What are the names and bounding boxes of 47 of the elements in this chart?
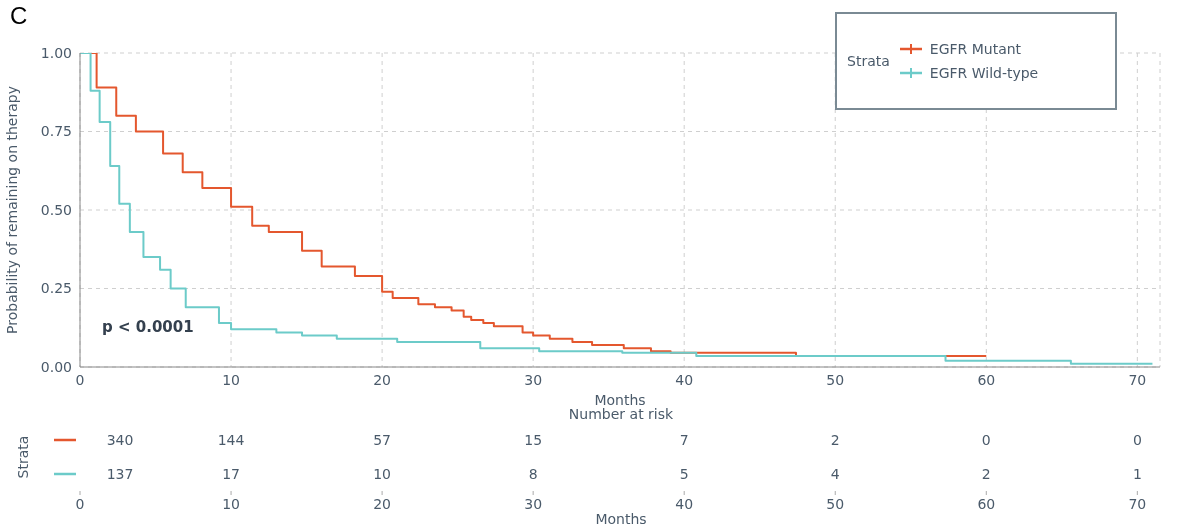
- y-tick-label: 1.00: [40, 44, 72, 61]
- data-label: 144: [217, 432, 245, 448]
- legend-label: EGFR Wild-type: [929, 65, 1039, 81]
- y-tick-label: 0.75: [40, 123, 72, 140]
- x-axis-title: Months: [594, 392, 646, 408]
- x-tick-label: 30: [524, 496, 543, 512]
- x-tick-label: 60: [977, 496, 996, 512]
- x-tick-label: 0: [75, 371, 85, 388]
- legend-title: Strata: [847, 53, 890, 69]
- annotation: p < 0.0001: [102, 318, 194, 336]
- data-label: 1: [1132, 466, 1142, 482]
- y-axis-title: Probability of remaining on therapy: [3, 86, 20, 334]
- x-tick-label: 70: [1128, 371, 1147, 388]
- data-label: 7: [679, 432, 689, 448]
- x-tick-label: 40: [675, 496, 694, 512]
- data-label: 8: [528, 466, 538, 482]
- x-tick-label: 40: [675, 371, 694, 388]
- data-label: 57: [373, 432, 392, 448]
- x-tick-label: 70: [1128, 496, 1147, 512]
- data-label: 137: [106, 466, 134, 482]
- data-label: 2: [830, 432, 840, 448]
- data-label: 340: [106, 432, 134, 448]
- chart-title: Number at risk: [568, 406, 675, 422]
- data-label: 4: [830, 466, 840, 482]
- y-tick-label: 0.00: [40, 358, 72, 375]
- x-tick-label: 30: [524, 371, 543, 388]
- data-label: 5: [679, 466, 689, 482]
- data-label: 2: [981, 466, 991, 482]
- x-tick-label: 10: [222, 371, 240, 388]
- x-tick-label: 50: [826, 496, 845, 512]
- x-tick-label: 50: [826, 371, 845, 388]
- y-tick-label: 0.50: [40, 201, 72, 218]
- chart-title: C: [10, 2, 28, 30]
- x-tick-label: 0: [75, 496, 85, 512]
- legend-label: EGFR Mutant: [929, 41, 1022, 57]
- data-label: 17: [222, 466, 240, 482]
- data-label: 0: [1132, 432, 1142, 448]
- data-label: 0: [981, 432, 991, 448]
- y-tick-label: 0.25: [40, 280, 72, 297]
- x-tick-label: 20: [373, 371, 392, 388]
- y-axis-title: Strata: [15, 435, 31, 479]
- x-tick-label: 20: [373, 496, 392, 512]
- x-axis-title: Months: [595, 511, 647, 527]
- data-label: 10: [373, 466, 392, 482]
- x-tick-label: 60: [977, 371, 996, 388]
- x-tick-label: 10: [222, 496, 240, 512]
- data-label: 15: [524, 432, 543, 448]
